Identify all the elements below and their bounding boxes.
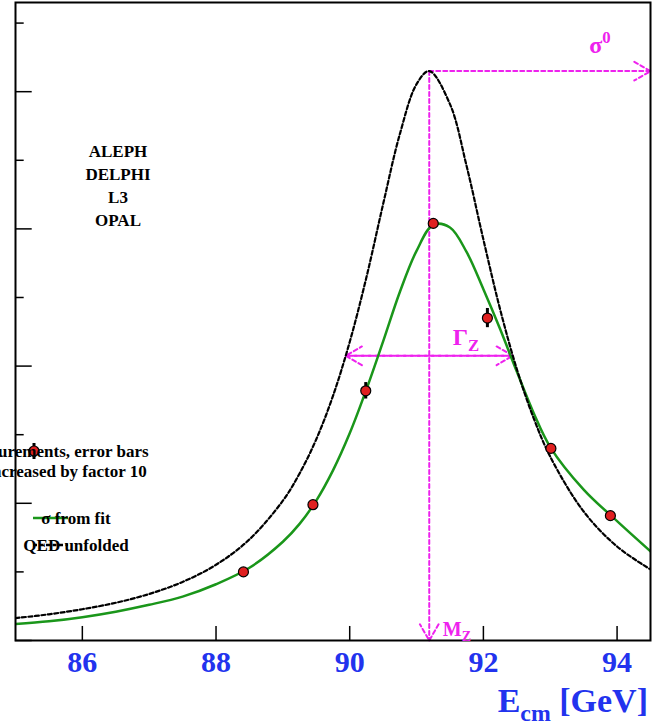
svg-text:86: 86 <box>67 645 97 678</box>
svg-text:ALEPH: ALEPH <box>89 142 148 161</box>
svg-text:92: 92 <box>468 645 498 678</box>
svg-text:L3: L3 <box>108 188 128 207</box>
svg-text:MZ: MZ <box>443 618 471 644</box>
svg-text:increased by factor 10: increased by factor 10 <box>0 462 147 481</box>
svg-text:90: 90 <box>335 645 365 678</box>
svg-text:QED unfolded: QED unfolded <box>23 536 129 555</box>
svg-text:Ecm [GeV]: Ecm [GeV] <box>498 682 648 723</box>
svg-text:σ from fit: σ from fit <box>41 509 111 528</box>
svg-text:94: 94 <box>602 645 632 678</box>
svg-text:σ0: σ0 <box>589 28 610 58</box>
svg-text:88: 88 <box>201 645 231 678</box>
svg-text:DELPHI: DELPHI <box>85 165 151 184</box>
svg-text:ΓZ: ΓZ <box>453 324 479 355</box>
svg-text:measurements, error bars: measurements, error bars <box>0 442 149 461</box>
svg-text:OPAL: OPAL <box>95 211 141 230</box>
